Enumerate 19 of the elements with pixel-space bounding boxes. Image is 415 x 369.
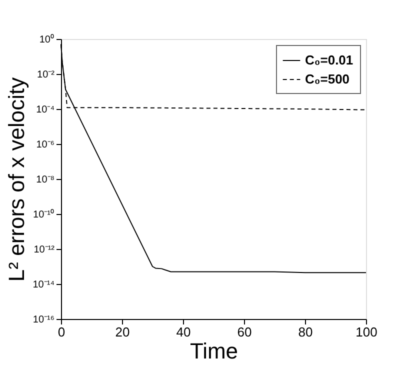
y-tick-label: 10⁻¹⁶ [32,314,54,326]
legend-label: C₀=500 [305,72,350,86]
y-tick-label: 10⁻¹⁴ [32,280,54,290]
x-axis-title: Time [190,338,238,364]
y-tick-label: 10⁻² [37,70,56,80]
legend-label: C₀=0.01 [305,52,354,68]
y-tick-label: 10⁻⁴ [36,104,54,116]
x-tick-label: 80 [298,324,313,340]
x-tick-label: 0 [58,324,66,340]
y-tick-label: 10⁻⁸ [36,174,54,186]
y-tick-label: 10⁻¹⁰ [33,208,54,220]
x-tick-label: 60 [237,324,252,340]
y-tick-label: 10⁻⁶ [36,140,54,150]
x-tick-label: 20 [115,324,130,340]
x-tick-label: 100 [356,324,378,340]
y-axis-title: L² errors of x velocity [4,77,29,282]
y-tick-label: 10⁰ [39,34,54,46]
y-tick-label: 10⁻¹² [34,244,56,256]
x-tick-label: 40 [176,324,191,340]
